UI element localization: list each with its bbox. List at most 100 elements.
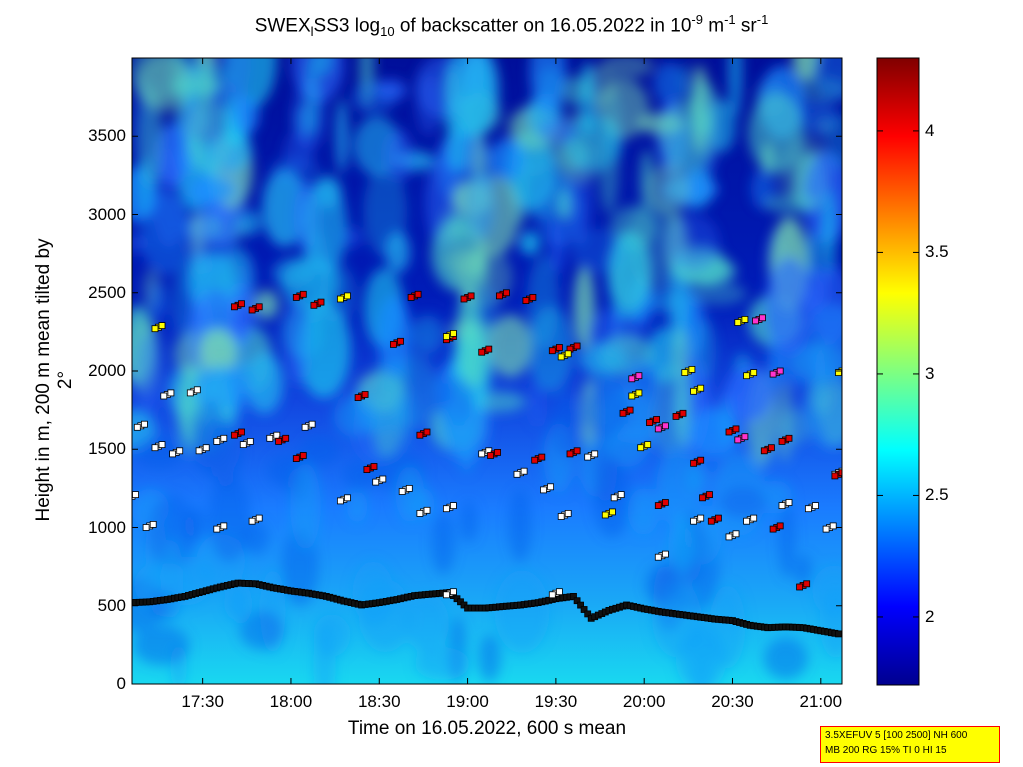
- dark-square-marker: [580, 606, 588, 613]
- magenta-square-marker: [769, 370, 777, 378]
- white-square-marker: [423, 506, 431, 514]
- texture-blob: [404, 593, 449, 653]
- white-square-marker: [149, 521, 157, 528]
- texture-blob: [548, 218, 566, 274]
- y-axis-label: Height in m, 200 m mean tilted by 2°: [33, 238, 76, 522]
- white-square-marker: [301, 423, 309, 431]
- white-square-marker: [220, 522, 228, 530]
- yellow-square-marker: [442, 333, 450, 341]
- texture-blob: [748, 92, 805, 174]
- red-square-marker: [299, 290, 307, 298]
- white-square-marker: [126, 495, 132, 501]
- red-square-marker: [363, 466, 371, 474]
- white-square-marker: [778, 502, 786, 510]
- texture-blob: [442, 402, 465, 446]
- texture-blob: [302, 179, 348, 276]
- white-square-marker: [133, 423, 141, 431]
- magenta-square-marker: [635, 372, 643, 380]
- red-square-marker: [397, 337, 404, 345]
- red-square-marker: [299, 452, 307, 459]
- red-square-marker: [626, 406, 634, 414]
- texture-blob: [443, 58, 500, 138]
- white-square-marker: [556, 588, 563, 596]
- white-square-marker: [697, 514, 705, 522]
- red-square-marker: [803, 580, 811, 588]
- red-square-marker: [838, 469, 842, 477]
- texture-blob: [335, 98, 349, 174]
- texture-blob: [654, 61, 686, 105]
- texture-blob: [665, 214, 720, 273]
- red-square-marker: [238, 428, 245, 436]
- red-square-marker: [831, 472, 839, 480]
- white-square-marker: [732, 530, 740, 538]
- magenta-square-marker: [628, 375, 636, 383]
- yellow-square-marker: [336, 295, 344, 303]
- white-square-marker: [662, 550, 669, 558]
- magenta-square-marker: [734, 436, 742, 444]
- white-square-marker: [557, 513, 565, 520]
- white-square-marker: [398, 488, 406, 495]
- red-square-marker: [778, 437, 786, 445]
- texture-blob: [530, 382, 544, 428]
- colorbar-tick-label: 2: [925, 606, 935, 626]
- white-square-marker: [805, 505, 812, 513]
- texture-blob: [519, 231, 541, 256]
- texture-blob: [239, 610, 284, 650]
- red-square-marker: [407, 293, 415, 301]
- texture-blob: [774, 345, 824, 387]
- magenta-square-marker: [654, 425, 662, 433]
- red-square-marker: [522, 297, 530, 305]
- texture-blob: [385, 231, 410, 273]
- yellow-square-marker: [743, 372, 750, 380]
- red-square-marker: [414, 290, 422, 298]
- x-tick-label: 20:30: [711, 692, 754, 711]
- texture-blob: [693, 319, 717, 381]
- texture-blob: [812, 565, 842, 617]
- texture-blob: [490, 137, 526, 181]
- red-square-marker: [502, 289, 510, 297]
- x-axis-label: Time on 16.05.2022, 600 s mean: [347, 718, 627, 739]
- white-square-marker: [725, 533, 733, 541]
- texture-blob: [538, 117, 577, 145]
- texture-blob: [224, 585, 248, 620]
- texture-blob: [377, 295, 411, 378]
- texture-blob: [135, 333, 162, 415]
- white-square-marker: [822, 525, 830, 533]
- cloud-base-markers: [126, 289, 842, 638]
- texture-blob: [231, 95, 260, 135]
- texture-blob: [238, 210, 262, 236]
- texture-blob: [803, 370, 842, 449]
- texture-blob: [647, 163, 691, 215]
- y-tick-label: 3000: [88, 204, 126, 224]
- info-line-2: MB 200 RG 15% TI 0 HI 15: [825, 745, 947, 756]
- texture-blob: [188, 176, 235, 204]
- texture-blob: [281, 529, 319, 606]
- white-square-marker: [151, 444, 159, 452]
- texture-blob: [160, 539, 184, 620]
- white-square-marker: [372, 478, 380, 486]
- texture-blob: [431, 513, 455, 575]
- texture-blob: [687, 462, 710, 494]
- white-square-marker: [379, 475, 387, 483]
- red-square-marker: [416, 431, 424, 439]
- white-square-marker: [690, 517, 697, 525]
- red-square-marker: [769, 525, 777, 533]
- x-tick-label: 18:30: [357, 692, 401, 711]
- texture-blob: [199, 328, 238, 376]
- texture-blob: [415, 74, 442, 136]
- y-tick-label: 2000: [88, 361, 126, 380]
- red-square-marker: [354, 394, 362, 402]
- white-square-marker: [654, 553, 662, 561]
- red-square-marker: [725, 428, 733, 436]
- red-square-marker: [361, 391, 369, 398]
- white-square-marker: [167, 389, 175, 397]
- white-square-marker: [812, 502, 819, 510]
- x-tick-label: 19:00: [446, 692, 489, 711]
- y-tick-label: 3500: [88, 126, 126, 146]
- yellow-square-marker: [151, 325, 159, 333]
- texture-blob: [718, 485, 768, 520]
- white-square-marker: [344, 494, 351, 502]
- magenta-square-marker: [759, 314, 766, 322]
- texture-blob: [529, 58, 567, 115]
- texture-blob: [299, 435, 340, 466]
